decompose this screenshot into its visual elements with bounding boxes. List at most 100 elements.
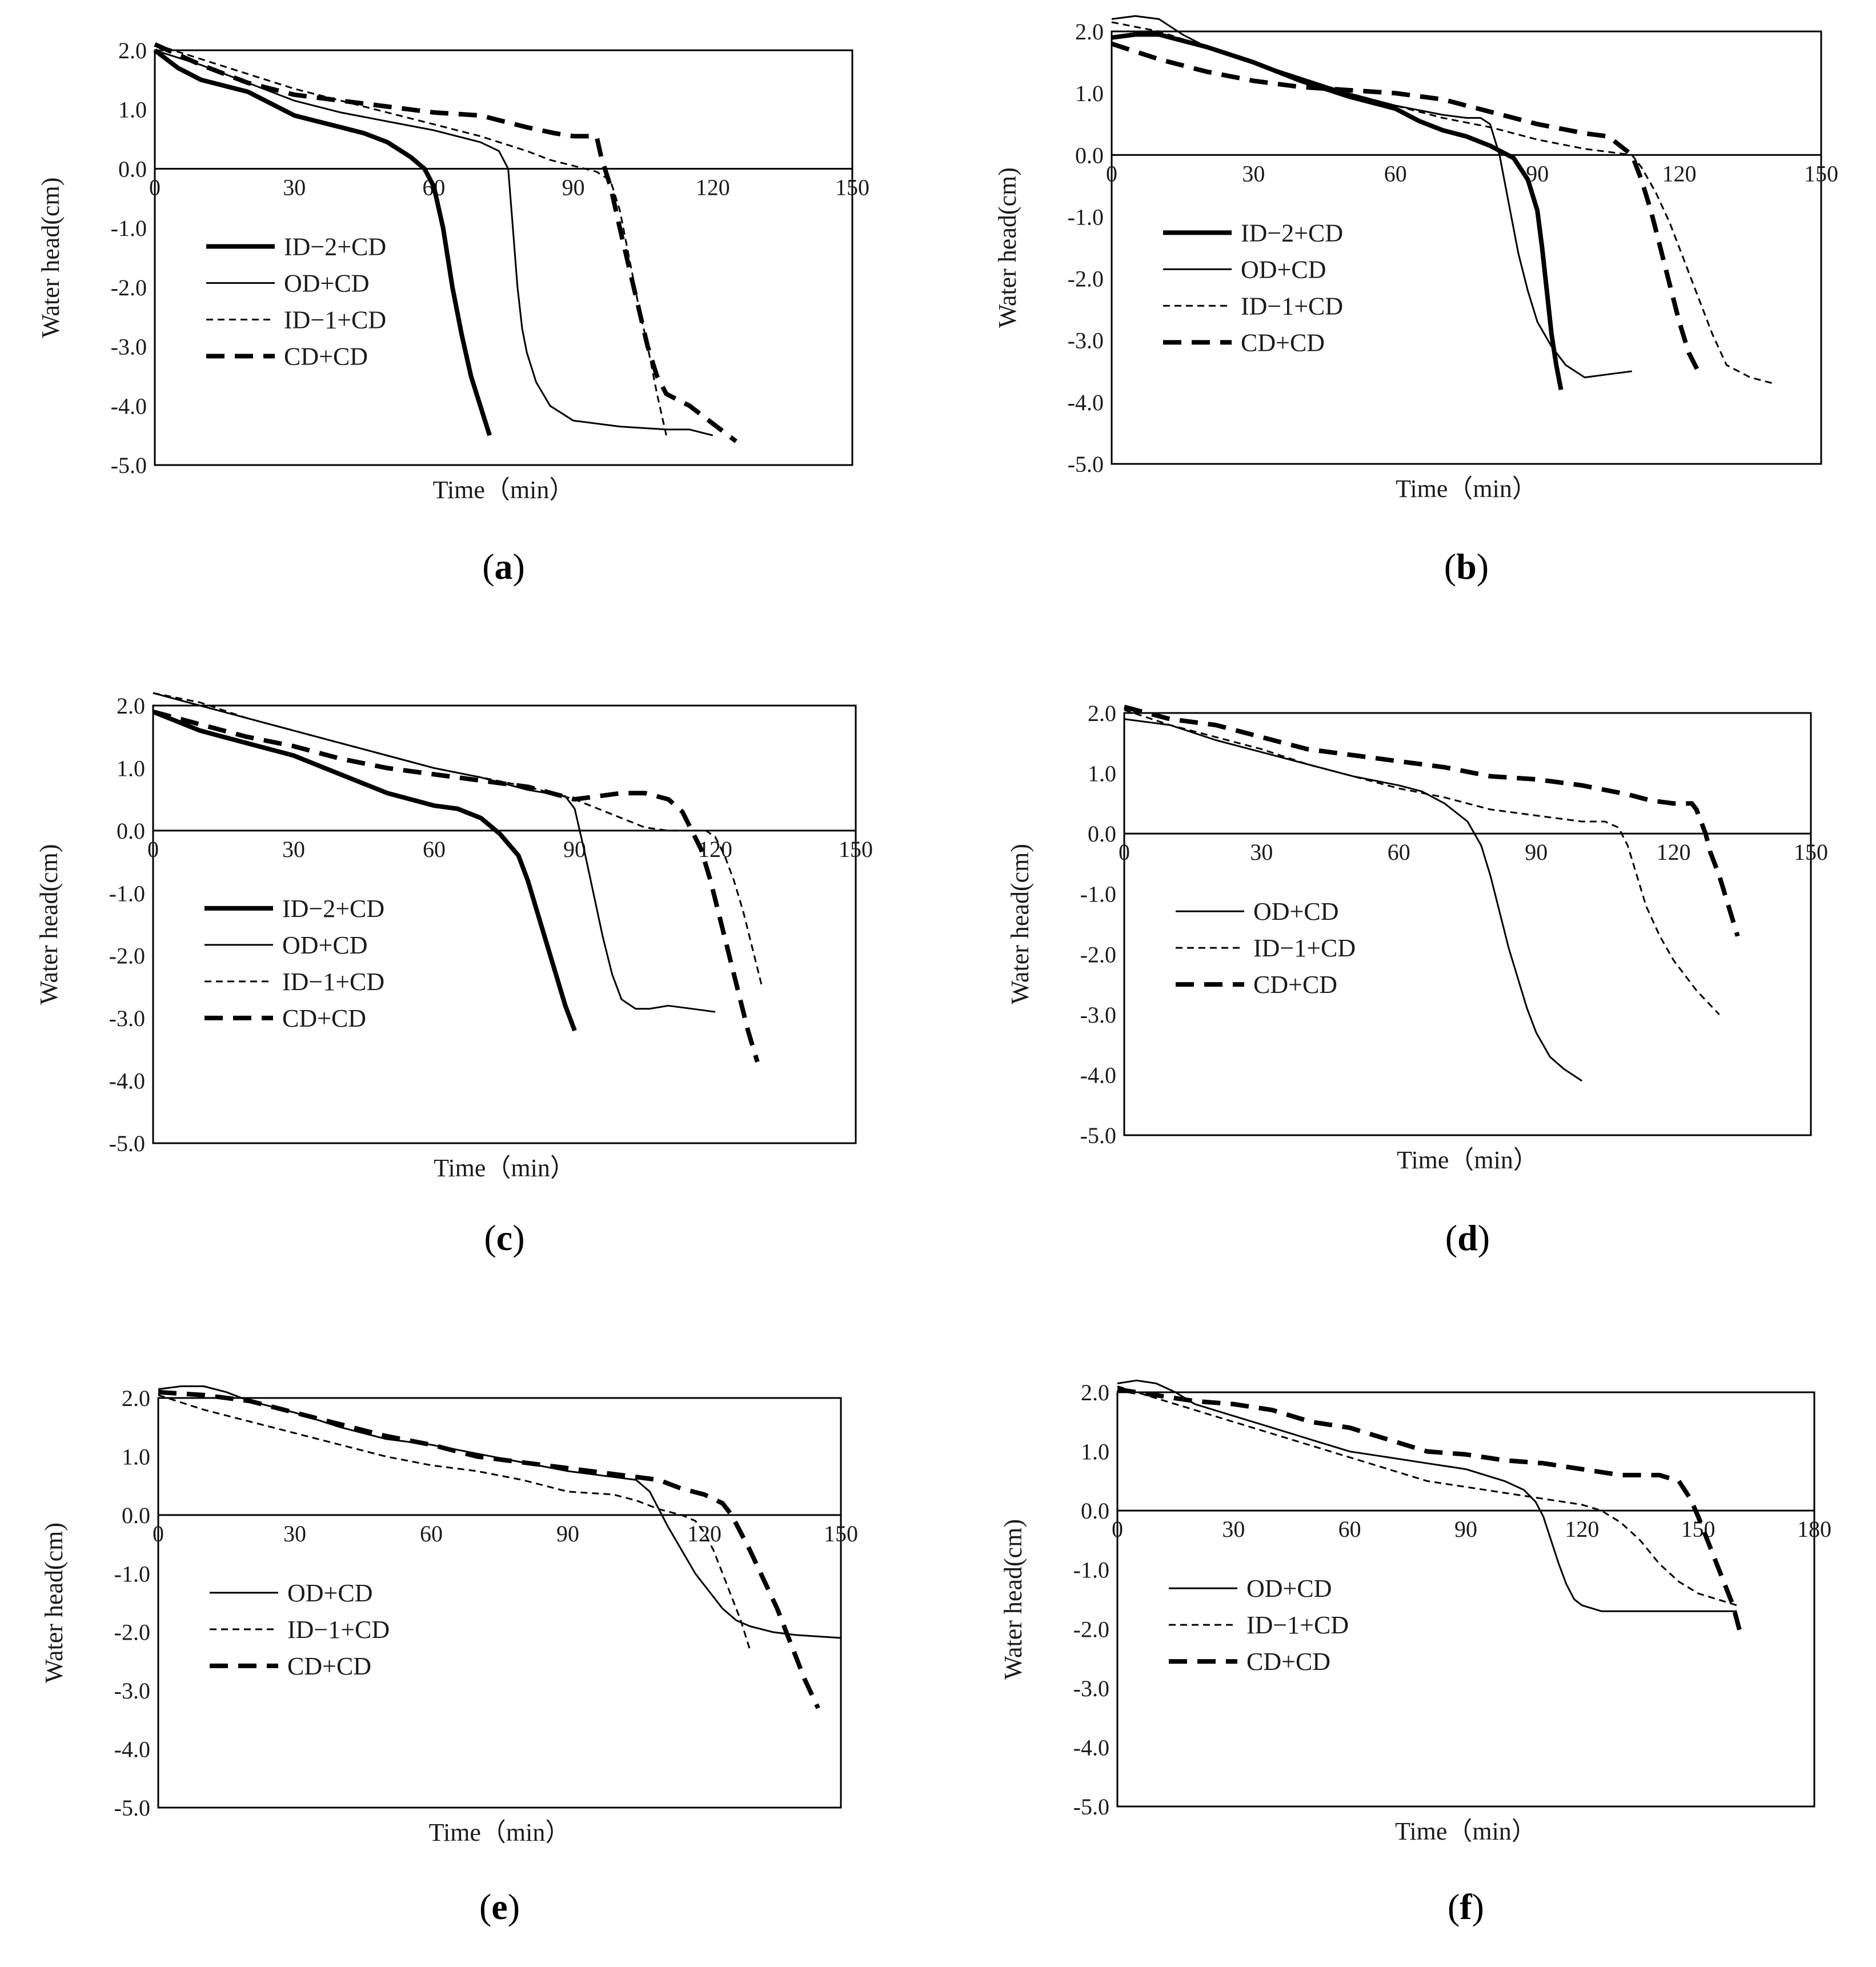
x-tick-label: 120	[1657, 839, 1691, 865]
series-line	[1124, 709, 1720, 1015]
y-tick-label: 0.0	[122, 1503, 150, 1528]
legend-label: CD+CD	[287, 1652, 371, 1680]
legend-item: CD+CD	[1169, 1648, 1330, 1676]
y-axis-title: Water head(cm)	[999, 1519, 1027, 1680]
plot-frame	[1116, 1391, 1815, 1808]
series-line	[1117, 1379, 1737, 1612]
y-tick-label: -5.0	[114, 1795, 150, 1821]
x-axis-title: Time（min）	[1395, 1817, 1537, 1845]
x-tick-label: 150	[1804, 161, 1838, 186]
plot-frame	[152, 704, 857, 1144]
x-axis-title: Time（min）	[1397, 1146, 1538, 1174]
legend-item: ID−1+CD	[205, 968, 384, 996]
legend-label: ID−2+CD	[282, 895, 384, 923]
x-tick-label: 30	[283, 174, 306, 200]
y-tick-label: -4.0	[1073, 1734, 1109, 1760]
x-tick-label: 60	[423, 836, 446, 862]
x-tick-label: 90	[562, 174, 585, 200]
x-tick-label: 90	[556, 1521, 579, 1547]
y-tick-label: 2.0	[1081, 1380, 1109, 1405]
y-axis-title: Water head(cm)	[40, 1523, 68, 1683]
legend-item: OD+CD	[205, 931, 368, 959]
y-tick-label: -4.0	[1068, 390, 1104, 415]
y-tick-label: -2.0	[1073, 1616, 1109, 1642]
series-line	[1117, 1385, 1737, 1607]
y-tick-label: -3.0	[109, 1005, 145, 1031]
legend-item: ID−1+CD	[1169, 1611, 1349, 1639]
y-tick-label: 2.0	[117, 693, 145, 719]
y-tick-label: 0.0	[118, 156, 147, 182]
y-tick-label: -2.0	[109, 943, 145, 969]
series-line	[154, 43, 667, 436]
chart-panel-d: 0 30 60 90 120 150 2.0 1.0 0.0 -1.0 -2.0 -3.0 -4.0 -5…	[1006, 700, 1828, 1258]
legend-label: ID−1+CD	[1253, 934, 1356, 962]
y-tick-label: 0.0	[1088, 821, 1116, 847]
y-tick-label: 1.0	[117, 755, 145, 781]
y-tick-label: -5.0	[1068, 451, 1104, 477]
y-tick-label: -3.0	[111, 334, 147, 360]
chart-panel-b: 0 30 60 90 120 1502.01.00.0-1.0-2.0-3.0-4.0-5…	[993, 15, 1838, 587]
y-tick-label: 2.0	[122, 1385, 150, 1411]
y-tick-label: 0.0	[117, 818, 145, 844]
y-tick-label: -3.0	[1073, 1676, 1109, 1701]
y-tick-label: -3.0	[1068, 328, 1104, 354]
y-tick-label: -1.0	[114, 1561, 150, 1587]
plot-frame	[1111, 30, 1822, 465]
series-line	[1111, 32, 1564, 390]
x-tick-label: 150	[824, 1521, 858, 1547]
legend: ID−2+CD OD+CD ID−1+CD CD+CD	[205, 895, 384, 1032]
legend-label: CD+CD	[1246, 1648, 1330, 1676]
series-line	[1111, 41, 1701, 372]
legend: ID−2+CD OD+CD ID−1+CD CD+CD	[206, 233, 386, 370]
legend-label: ID−1+CD	[1241, 292, 1343, 320]
series-line	[158, 1394, 751, 1650]
series-line	[154, 49, 713, 436]
legend-label: CD+CD	[1241, 328, 1325, 356]
legend-label: ID−1+CD	[284, 306, 386, 334]
panel-caption: (b)	[1444, 546, 1489, 587]
y-tick-label: -2.0	[1080, 942, 1116, 967]
x-tick-label: 120	[698, 836, 732, 862]
x-tick-label: 30	[1242, 161, 1265, 186]
y-tick-label: -4.0	[111, 393, 147, 419]
panel-caption: (e)	[479, 1886, 520, 1927]
chart-panel-a: 0 30 60 90 120 1502.01.00.0-1.0-2.0-3.0-4.0-5…	[37, 38, 869, 587]
y-tick-label: 2.0	[1075, 19, 1104, 45]
series-line	[154, 42, 737, 443]
y-tick-label: -3.0	[1080, 1002, 1116, 1028]
series-line	[1123, 704, 1740, 937]
legend-item: ID−1+CD	[206, 306, 386, 334]
y-tick-label: -2.0	[114, 1620, 150, 1645]
legend-item: ID−1+CD	[1176, 934, 1356, 962]
legend-label: CD+CD	[284, 342, 368, 370]
y-tick-label: -5.0	[109, 1131, 145, 1156]
x-tick-label: 90	[1525, 839, 1548, 865]
y-tick-label: -3.0	[114, 1678, 150, 1704]
y-axis-title: Water head(cm)	[35, 844, 63, 1004]
panel-caption: (f)	[1448, 1886, 1484, 1927]
y-tick-label: -4.0	[109, 1068, 145, 1094]
y-tick-label: -1.0	[111, 215, 147, 241]
x-tick-label: 60	[1384, 161, 1407, 186]
x-tick-label: 0	[1112, 1516, 1123, 1542]
x-tick-label: 30	[1222, 1516, 1245, 1542]
legend: ID−2+CD OD+CD ID−1+CD CD+CD	[1163, 219, 1343, 356]
y-tick-label: -4.0	[114, 1737, 150, 1762]
y-tick-label: -5.0	[1073, 1794, 1109, 1820]
x-tick-label: 30	[283, 1521, 306, 1547]
y-tick-label: 2.0	[1088, 700, 1116, 726]
legend-label: OD+CD	[1241, 255, 1326, 283]
legend: OD+CD ID−1+CD CD+CD	[1169, 1575, 1349, 1676]
legend-item: OD+CD	[206, 269, 370, 297]
y-tick-label: -5.0	[111, 452, 147, 478]
legend-item: OD+CD	[1169, 1575, 1332, 1603]
legend-label: ID−1+CD	[1246, 1611, 1349, 1639]
x-tick-label: 120	[1662, 161, 1697, 186]
x-tick-label: 30	[282, 836, 305, 862]
chart-panel-c: 0 30 60 90 120 1502.01.00.0-1.0-2.0-3.0-4.0-5…	[35, 692, 873, 1258]
y-tick-label: 1.0	[1088, 761, 1116, 787]
x-tick-label: 30	[1250, 839, 1273, 865]
plot-frame	[154, 49, 853, 466]
legend-item: CD+CD	[206, 342, 368, 370]
